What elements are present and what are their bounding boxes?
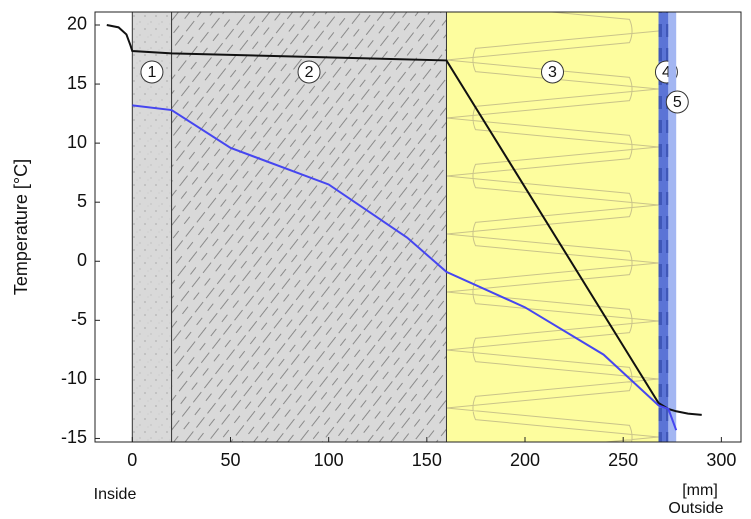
x-tick-label: 200 (510, 450, 540, 470)
layer-label: 3 (548, 64, 557, 81)
x-tick-label: 100 (314, 450, 344, 470)
inside-label: Inside (94, 486, 137, 503)
y-tick-label: 10 (67, 132, 87, 152)
insulation-pattern (446, 12, 659, 442)
plot-frame (94, 11, 742, 443)
y-tick-label: 0 (77, 250, 87, 270)
y-tick-label: 20 (67, 14, 87, 34)
layer-label: 2 (305, 64, 314, 81)
layer (668, 12, 677, 442)
y-tick-label: 15 (67, 73, 87, 93)
layer-label: 5 (673, 94, 682, 111)
y-tick-label: -15 (61, 427, 87, 447)
x-tick-label: 300 (706, 450, 736, 470)
layer-badge (297, 60, 321, 84)
y-axis-label: Temperature [°C] (11, 159, 31, 295)
x-tick-label: 150 (412, 450, 442, 470)
y-tick-label: 5 (77, 191, 87, 211)
layer-hatch (171, 12, 447, 442)
layer-dots (132, 12, 172, 442)
x-tick-label: 50 (220, 450, 240, 470)
layer-badge (140, 60, 164, 84)
layer (446, 12, 659, 442)
temperature-line (106, 24, 702, 416)
layer-label: 4 (662, 64, 671, 81)
outside-label: Outside (668, 500, 723, 517)
layer-badge (541, 60, 565, 84)
temperature-line (132, 104, 678, 431)
layer-badge (665, 90, 689, 114)
y-tick-label: -10 (61, 368, 87, 388)
layer-dashes (658, 12, 669, 442)
x-tick-label: 250 (608, 450, 638, 470)
x-tick-label: 0 (127, 450, 137, 470)
layer-label: 1 (147, 64, 156, 81)
x-axis-label: [mm] (682, 482, 718, 499)
y-tick-label: -5 (71, 309, 87, 329)
